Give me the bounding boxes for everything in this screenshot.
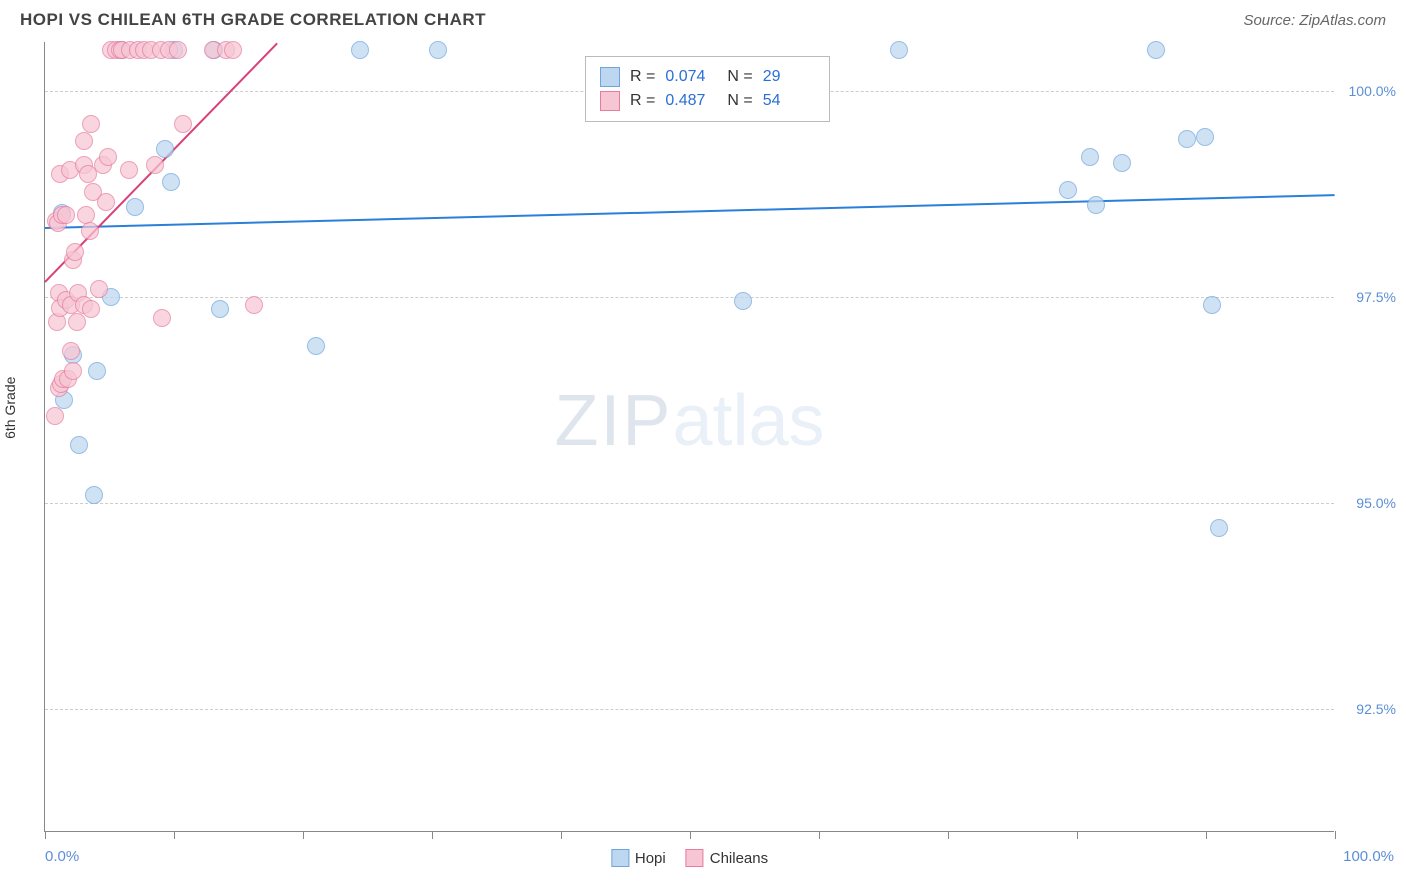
scatter-point	[162, 173, 180, 191]
scatter-point	[46, 407, 64, 425]
legend-item: Chileans	[686, 849, 768, 867]
legend-label: Chileans	[710, 850, 768, 867]
legend-swatch	[600, 91, 620, 111]
scatter-point	[68, 313, 86, 331]
legend-label: Hopi	[635, 850, 666, 867]
scatter-point	[1147, 41, 1165, 59]
legend-r-label: R =	[630, 68, 655, 86]
scatter-point	[70, 436, 88, 454]
x-tick	[1206, 831, 1207, 839]
scatter-point	[1196, 128, 1214, 146]
x-tick	[174, 831, 175, 839]
scatter-point	[734, 292, 752, 310]
scatter-point	[126, 198, 144, 216]
x-tick	[45, 831, 46, 839]
x-tick	[1335, 831, 1336, 839]
scatter-point	[81, 222, 99, 240]
watermark: ZIPatlas	[554, 380, 824, 462]
x-tick	[819, 831, 820, 839]
legend-r-value: 0.487	[665, 92, 717, 110]
legend-n-value: 29	[763, 68, 815, 86]
scatter-point	[75, 132, 93, 150]
scatter-point	[97, 193, 115, 211]
scatter-point	[146, 156, 164, 174]
scatter-point	[224, 41, 242, 59]
scatter-point	[77, 206, 95, 224]
legend-swatch	[611, 849, 629, 867]
scatter-point	[1113, 154, 1131, 172]
legend-swatch	[686, 849, 704, 867]
series-legend: Hopi Chileans	[611, 849, 768, 867]
gridline	[45, 503, 1334, 504]
legend-item: Hopi	[611, 849, 666, 867]
scatter-point	[99, 148, 117, 166]
scatter-point	[57, 206, 75, 224]
gridline	[45, 709, 1334, 710]
x-axis-label-max: 100.0%	[1343, 848, 1394, 865]
legend-n-value: 54	[763, 92, 815, 110]
scatter-point	[64, 362, 82, 380]
scatter-point	[169, 41, 187, 59]
scatter-point	[890, 41, 908, 59]
scatter-point	[1059, 181, 1077, 199]
scatter-point	[351, 41, 369, 59]
chart-container: 6th Grade ZIPatlas 92.5%95.0%97.5%100.0%…	[14, 42, 1394, 882]
scatter-point	[66, 243, 84, 261]
scatter-point	[90, 280, 108, 298]
scatter-point	[82, 300, 100, 318]
scatter-point	[156, 140, 174, 158]
legend-n-label: N =	[727, 92, 752, 110]
scatter-point	[245, 296, 263, 314]
scatter-point	[1081, 148, 1099, 166]
y-tick-label: 95.0%	[1356, 495, 1396, 511]
x-tick	[432, 831, 433, 839]
scatter-point	[1087, 196, 1105, 214]
y-tick-label: 97.5%	[1356, 289, 1396, 305]
scatter-point	[307, 337, 325, 355]
scatter-point	[211, 300, 229, 318]
scatter-point	[85, 486, 103, 504]
x-tick	[561, 831, 562, 839]
scatter-point	[120, 161, 138, 179]
scatter-point	[153, 309, 171, 327]
legend-row: R = 0.074 N = 29	[600, 65, 815, 89]
chart-title: HOPI VS CHILEAN 6TH GRADE CORRELATION CH…	[20, 10, 486, 30]
scatter-point	[1210, 519, 1228, 537]
y-tick-label: 92.5%	[1356, 701, 1396, 717]
scatter-point	[88, 362, 106, 380]
plot-area: ZIPatlas 92.5%95.0%97.5%100.0%0.0%100.0%…	[44, 42, 1334, 832]
legend-swatch	[600, 67, 620, 87]
legend-r-value: 0.074	[665, 68, 717, 86]
x-axis-label-min: 0.0%	[45, 848, 79, 865]
correlation-legend: R = 0.074 N = 29 R = 0.487 N = 54	[585, 56, 830, 122]
legend-n-label: N =	[727, 68, 752, 86]
x-tick	[1077, 831, 1078, 839]
scatter-point	[62, 342, 80, 360]
scatter-point	[1178, 130, 1196, 148]
legend-r-label: R =	[630, 92, 655, 110]
gridline	[45, 297, 1334, 298]
x-tick	[690, 831, 691, 839]
source-attribution: Source: ZipAtlas.com	[1243, 12, 1386, 29]
x-tick	[303, 831, 304, 839]
y-axis-label: 6th Grade	[2, 377, 18, 439]
scatter-point	[429, 41, 447, 59]
x-tick	[948, 831, 949, 839]
scatter-point	[174, 115, 192, 133]
trend-line	[45, 194, 1335, 229]
scatter-point	[82, 115, 100, 133]
legend-row: R = 0.487 N = 54	[600, 89, 815, 113]
scatter-point	[1203, 296, 1221, 314]
y-tick-label: 100.0%	[1349, 83, 1396, 99]
